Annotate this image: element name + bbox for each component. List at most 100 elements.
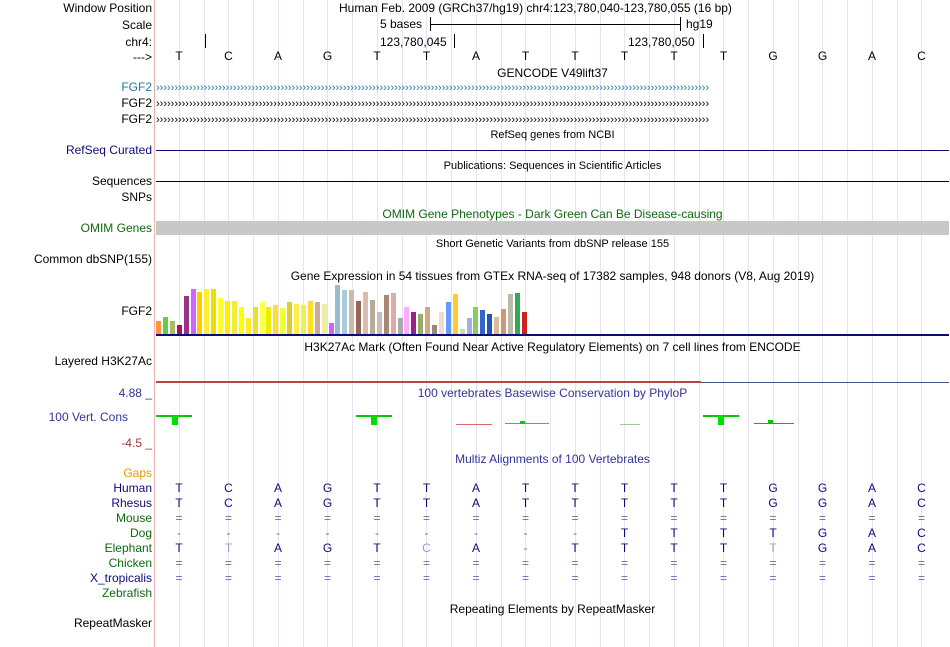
- multiz-base: T: [571, 481, 579, 495]
- multiz-species-label[interactable]: Rhesus: [111, 496, 152, 510]
- grid-line: [451, 0, 452, 647]
- h3k27ac-signal-red[interactable]: [156, 381, 701, 383]
- multiz-base: =: [472, 571, 480, 585]
- gtex-tissue-bar[interactable]: [501, 309, 506, 334]
- phylop-track-label[interactable]: 100 Vert. Cons: [48, 410, 128, 424]
- gtex-tissue-bar[interactable]: [438, 312, 444, 334]
- gtex-tissue-bar[interactable]: [211, 289, 217, 334]
- gtex-tissue-bar[interactable]: [418, 314, 424, 334]
- gtex-tissue-bar[interactable]: [494, 317, 500, 334]
- gtex-tissue-bar[interactable]: [280, 308, 286, 334]
- gtex-tissue-bar[interactable]: [169, 321, 175, 334]
- dbsnp-track-label[interactable]: Common dbSNP(155): [33, 252, 152, 266]
- publications-label-snps[interactable]: SNPs: [121, 190, 152, 204]
- repeatmasker-track-label[interactable]: RepeatMasker: [73, 616, 152, 630]
- gtex-tissue-bar[interactable]: [390, 293, 396, 334]
- gtex-tissue-bar[interactable]: [397, 318, 403, 334]
- gtex-tissue-bar[interactable]: [225, 301, 230, 334]
- gtex-gene-label[interactable]: FGF2: [121, 304, 152, 318]
- gtex-tissue-bar[interactable]: [404, 307, 410, 334]
- multiz-species-label[interactable]: Mouse: [115, 511, 152, 525]
- gtex-tissue-bar[interactable]: [238, 307, 244, 334]
- gtex-tissue-bar[interactable]: [432, 325, 437, 334]
- multiz-base: C: [917, 481, 926, 495]
- gtex-tissue-bar[interactable]: [294, 304, 299, 334]
- gtex-tissue-bar[interactable]: [266, 307, 272, 334]
- gtex-tissue-bar[interactable]: [425, 307, 431, 334]
- gencode-gene-label[interactable]: FGF2: [121, 112, 152, 126]
- multiz-base: =: [868, 511, 876, 525]
- gtex-tissue-bar[interactable]: [300, 305, 306, 334]
- gtex-tissue-bar[interactable]: [197, 292, 203, 334]
- multiz-base: -: [177, 526, 181, 540]
- gencode-gene-label[interactable]: FGF2: [121, 96, 152, 110]
- multiz-gaps-label[interactable]: Gaps: [123, 466, 152, 480]
- gtex-tissue-bar[interactable]: [314, 302, 320, 334]
- gtex-tissue-bar[interactable]: [376, 312, 382, 334]
- gtex-tissue-bar[interactable]: [287, 302, 293, 334]
- multiz-species-label[interactable]: Chicken: [108, 556, 152, 570]
- refseq-track-label[interactable]: RefSeq Curated: [65, 143, 152, 157]
- publications-line[interactable]: [156, 181, 949, 182]
- gtex-tissue-bar[interactable]: [514, 293, 520, 334]
- grid-line: [822, 0, 824, 647]
- gtex-tissue-bar[interactable]: [521, 312, 527, 334]
- grid-line: [797, 0, 799, 647]
- multiz-base: T: [521, 496, 530, 510]
- gtex-tissue-bar[interactable]: [231, 301, 237, 334]
- gtex-tissue-bar[interactable]: [335, 285, 341, 334]
- gencode-gene-label[interactable]: FGF2: [121, 80, 152, 94]
- gtex-tissue-bar[interactable]: [176, 325, 182, 334]
- gtex-tissue-bar[interactable]: [383, 295, 389, 334]
- grid-line: [847, 0, 848, 647]
- gtex-tissue-bar[interactable]: [328, 323, 334, 334]
- gtex-tissue-bar[interactable]: [190, 289, 196, 334]
- multiz-base: T: [373, 481, 381, 495]
- gencode-gene-arrows[interactable]: ››››››››››››››››››››››››››››››››››››››››…: [156, 98, 710, 108]
- gtex-tissue-bar[interactable]: [183, 296, 189, 334]
- multiz-base: =: [719, 511, 727, 525]
- gtex-tissue-bar[interactable]: [356, 301, 362, 334]
- gencode-gene-arrows[interactable]: ››››››››››››››››››››››››››››››››››››››››…: [156, 114, 710, 124]
- gtex-tissue-bar[interactable]: [466, 318, 472, 334]
- multiz-species-label[interactable]: Zebrafish: [101, 586, 152, 600]
- gtex-tissue-bar[interactable]: [252, 307, 258, 334]
- gtex-tissue-bar[interactable]: [480, 310, 486, 334]
- gtex-tissue-bar[interactable]: [162, 317, 168, 334]
- multiz-species-label[interactable]: Dog: [129, 526, 152, 540]
- gtex-tissue-bar[interactable]: [307, 301, 313, 334]
- multiz-base: =: [323, 511, 331, 525]
- gtex-tissue-bar[interactable]: [156, 321, 161, 334]
- multiz-species-label[interactable]: Human: [113, 481, 152, 495]
- publications-label-sequences[interactable]: Sequences: [91, 174, 152, 188]
- gtex-tissue-bar[interactable]: [487, 314, 493, 334]
- omim-gene-bar[interactable]: [156, 221, 949, 235]
- multiz-species-label[interactable]: Elephant: [104, 541, 152, 555]
- gencode-gene-arrows[interactable]: ››››››››››››››››››››››››››››››››››››››››…: [156, 82, 710, 92]
- h3k27ac-track-label[interactable]: Layered H3K27Ac: [54, 354, 152, 368]
- gtex-tissue-bar[interactable]: [507, 294, 513, 334]
- gtex-tissue-bar[interactable]: [473, 307, 479, 334]
- multiz-base: -: [276, 526, 280, 540]
- omim-track-label[interactable]: OMIM Genes: [80, 221, 152, 235]
- multiz-base: T: [620, 481, 629, 495]
- multiz-base: =: [868, 571, 876, 585]
- gtex-tissue-bar[interactable]: [445, 302, 451, 334]
- gtex-tissue-bar[interactable]: [259, 302, 265, 334]
- gtex-tissue-bar[interactable]: [369, 300, 375, 334]
- gtex-tissue-bar[interactable]: [273, 305, 279, 334]
- refseq-gene-line[interactable]: [156, 150, 949, 151]
- gtex-tissue-bar[interactable]: [321, 304, 327, 334]
- gtex-tissue-bar[interactable]: [204, 289, 210, 334]
- gtex-tissue-bar[interactable]: [349, 290, 355, 334]
- gtex-tissue-bar[interactable]: [459, 329, 465, 334]
- multiz-species-label[interactable]: X_tropicalis: [89, 571, 152, 585]
- h3k27ac-signal-blue[interactable]: [701, 382, 949, 383]
- gtex-tissue-bar[interactable]: [411, 312, 417, 334]
- gtex-tissue-bar[interactable]: [245, 318, 251, 334]
- gtex-tissue-bar[interactable]: [218, 298, 224, 334]
- gtex-tissue-bar[interactable]: [452, 294, 458, 334]
- gtex-tissue-bar[interactable]: [342, 290, 348, 334]
- multiz-base: T: [719, 496, 728, 510]
- gtex-tissue-bar[interactable]: [363, 292, 368, 334]
